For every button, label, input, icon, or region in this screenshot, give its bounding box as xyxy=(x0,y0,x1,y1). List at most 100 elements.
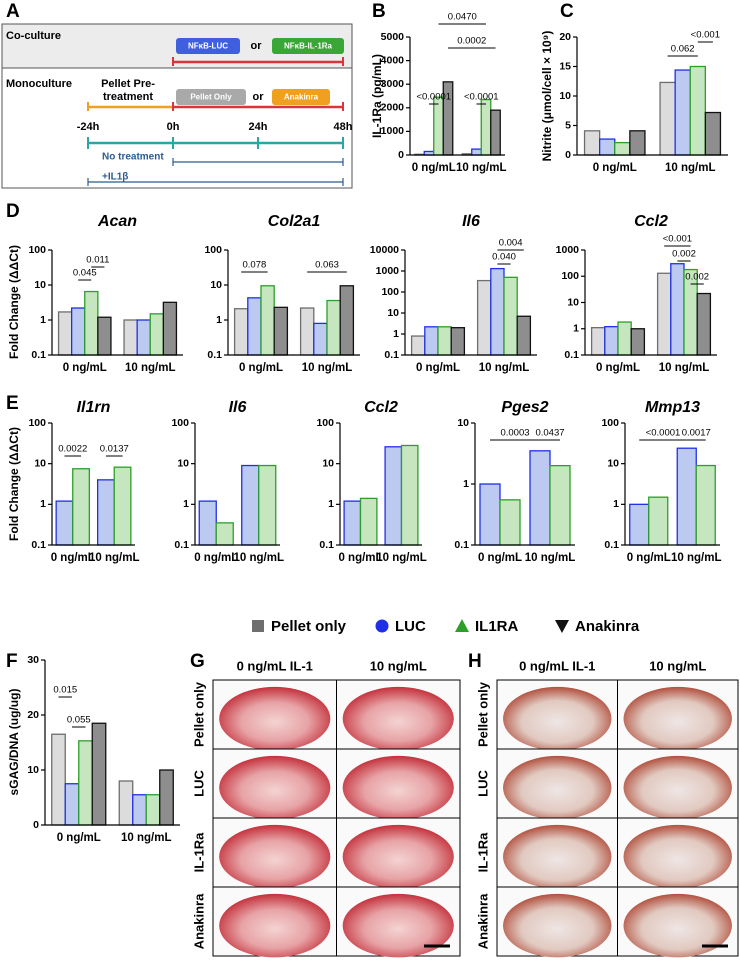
y-tick-label: 0 xyxy=(398,149,404,161)
bar xyxy=(258,464,277,546)
chip xyxy=(176,89,246,105)
y-tick-label: 1 xyxy=(573,323,579,335)
tissue-section xyxy=(219,755,331,820)
y-tick-label: 10 xyxy=(387,307,399,319)
tissue-section xyxy=(503,755,612,820)
bar xyxy=(136,319,151,356)
y-tick-label: 3000 xyxy=(381,78,405,90)
p-value: 0.0003 xyxy=(500,428,529,439)
y-tick-label: 0.1 xyxy=(564,349,579,361)
chart-title: Il6 xyxy=(462,213,480,230)
y-tick-label: 10 xyxy=(34,457,46,469)
bar xyxy=(159,769,174,826)
x-tick-label: 10 ng/mL xyxy=(121,832,171,844)
y-tick-label: 20 xyxy=(559,31,571,43)
bar xyxy=(113,466,132,546)
y-tick-label: 1000 xyxy=(376,265,400,277)
y-tick-label: 100 xyxy=(601,417,619,429)
bar xyxy=(659,81,676,156)
bar xyxy=(614,141,631,156)
p-value: 0.055 xyxy=(67,715,91,726)
p-value: 0.004 xyxy=(499,238,523,249)
bar xyxy=(313,322,328,356)
row-label: LUC xyxy=(475,770,490,797)
x-tick-label: 0 ng/mL xyxy=(239,362,283,374)
p-value: 0.0017 xyxy=(682,428,711,439)
y-tick-label: 1 xyxy=(613,498,619,510)
panel-letter: H xyxy=(468,651,482,672)
bar xyxy=(516,315,532,356)
bar xyxy=(476,279,492,356)
row-label: Anakinra xyxy=(191,893,206,949)
bar xyxy=(433,96,444,156)
p-value: 0.045 xyxy=(73,268,97,279)
panel-letter: E xyxy=(6,393,19,414)
row-label: LUC xyxy=(191,770,206,797)
p-value: 0.002 xyxy=(685,272,709,283)
coculture-label: Co-culture xyxy=(6,30,61,42)
bar xyxy=(499,499,521,546)
bar xyxy=(198,500,217,546)
y-tick-label: 100 xyxy=(381,286,399,298)
bar xyxy=(604,326,619,356)
y-tick-label: 0.1 xyxy=(319,539,334,551)
bar xyxy=(617,321,632,356)
tissue-section xyxy=(342,686,454,751)
y-tick-label: 10 xyxy=(322,457,334,469)
row-label: Pellet only xyxy=(191,681,206,747)
tissue-section xyxy=(503,686,612,751)
bar xyxy=(339,285,355,356)
chart: 0 10 20 30 0 ng/mL 10 ng/mL sGAG/DNA (ug/ug) 0.… xyxy=(7,654,180,844)
bar xyxy=(529,450,551,546)
y-tick-label: 0.1 xyxy=(454,539,469,551)
panel-letter: C xyxy=(560,1,574,22)
chart-title: Acan xyxy=(97,213,137,230)
bar xyxy=(123,319,138,356)
chip-label: Pellet Only xyxy=(190,93,232,102)
y-tick-label: 5 xyxy=(565,119,571,131)
bar xyxy=(549,464,571,546)
timepoint: 0h xyxy=(167,121,180,133)
row-label: Anakinra xyxy=(475,893,490,949)
tissue-section xyxy=(623,686,732,751)
chart: 0.1 1 10 100 1000 10000 0 ng/mL 10 ng/mL Il6 0.00… xyxy=(370,213,537,374)
bar xyxy=(273,306,289,356)
bar xyxy=(118,780,134,826)
x-tick-label: 10 ng/mL xyxy=(89,552,139,564)
bar xyxy=(241,464,260,546)
x-tick-label: 0 ng/mL xyxy=(478,552,522,564)
y-axis-label: sGAG/DNA (ug/ug) xyxy=(7,689,21,796)
y-tick-label: 4000 xyxy=(381,54,405,66)
panel-letter: D xyxy=(6,201,20,222)
condition-label: +IL1β xyxy=(102,172,128,183)
p-value: <0.0001 xyxy=(646,428,681,439)
bar xyxy=(490,267,505,356)
y-axis-label: Fold Change (ΔΔCt) xyxy=(7,245,21,359)
p-value: 0.0137 xyxy=(100,444,129,455)
y-tick-label: 1 xyxy=(183,498,189,510)
panel-letter: G xyxy=(190,651,205,672)
panel-letter: A xyxy=(6,1,20,22)
p-value: 0.0437 xyxy=(535,428,564,439)
p-value: <0.0001 xyxy=(416,92,451,103)
panel-letter: F xyxy=(6,651,18,672)
y-axis-label: Nitrite (μmol/cell × 10⁹) xyxy=(540,31,554,162)
p-value: 0.040 xyxy=(492,252,516,263)
p-value: 0.078 xyxy=(243,260,267,271)
p-value: 0.062 xyxy=(671,44,695,55)
bar xyxy=(656,272,672,356)
pretreatment-label: Pellet Pre- xyxy=(101,78,155,90)
bar xyxy=(97,479,115,546)
bar xyxy=(260,285,275,356)
tissue-section xyxy=(623,893,732,958)
chart: 0.1 1 10 100 0 ng/mL 10 ng/mL Col2a1 0.078 0.063 xyxy=(204,213,360,374)
y-tick-label: 100 xyxy=(171,417,189,429)
y-tick-label: 0.1 xyxy=(384,349,399,361)
chip xyxy=(176,38,240,54)
p-value: <0.0001 xyxy=(464,92,499,103)
bar xyxy=(384,446,403,546)
bar xyxy=(583,130,601,156)
